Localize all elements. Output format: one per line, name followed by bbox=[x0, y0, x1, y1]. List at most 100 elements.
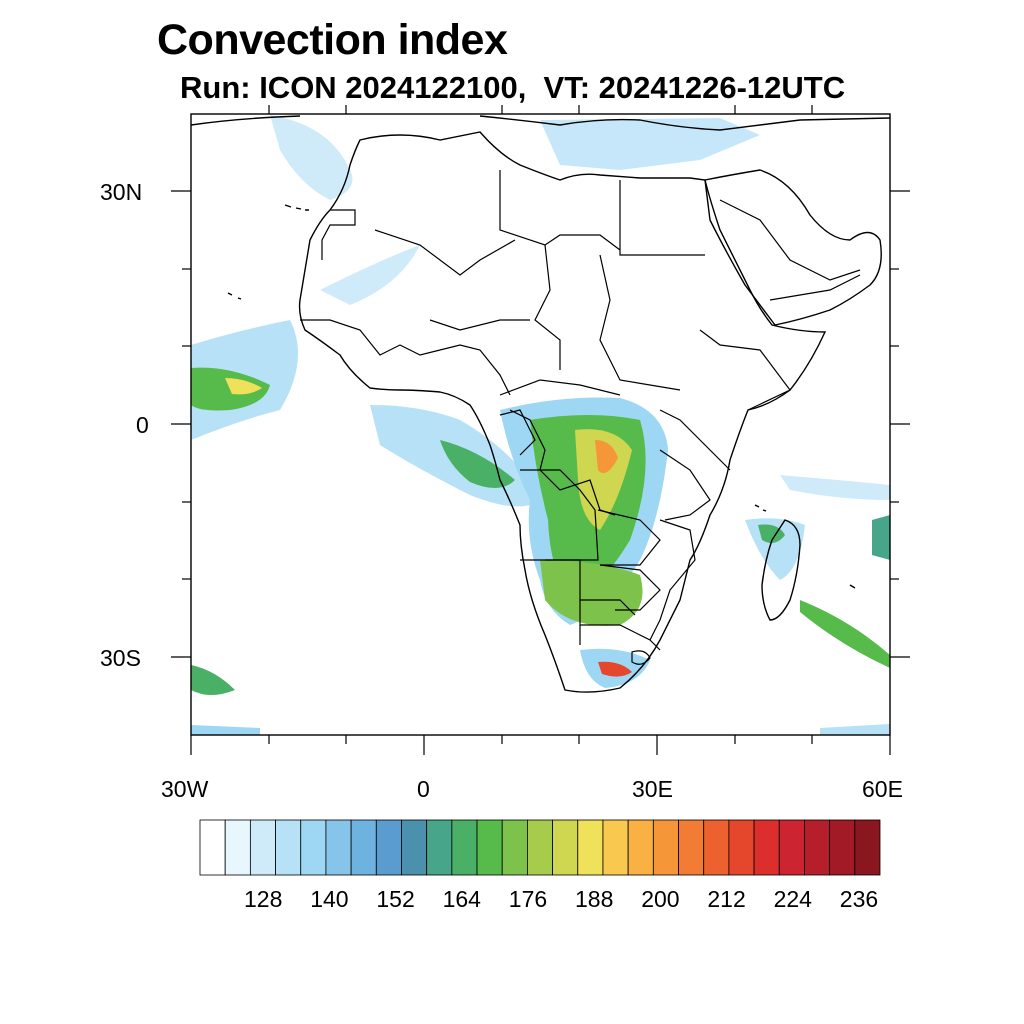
border-ethiopia bbox=[699, 329, 791, 411]
madagascar-coastline bbox=[761, 519, 801, 621]
shading-south-africa-hot bbox=[598, 661, 632, 677]
colorbar-label: 236 bbox=[839, 886, 879, 912]
border-cameroon-car bbox=[499, 379, 621, 396]
y-tick-label: 30N bbox=[100, 179, 143, 205]
colorbar-label: 188 bbox=[575, 886, 614, 912]
convection-shading bbox=[191, 115, 890, 735]
colorbar-box bbox=[703, 819, 730, 876]
colorbar-box bbox=[753, 819, 780, 876]
shading-mediterranean bbox=[540, 118, 760, 170]
colorbar-box bbox=[804, 819, 831, 876]
colorbar-box bbox=[249, 819, 276, 876]
border-chad bbox=[534, 244, 561, 370]
shading-central-warm bbox=[575, 429, 632, 530]
shading-central-hot bbox=[595, 440, 618, 474]
colorbar-box bbox=[224, 819, 251, 876]
border-lesotho bbox=[631, 650, 651, 665]
border-sudan bbox=[599, 254, 681, 391]
y-tick-label: 30S bbox=[100, 645, 141, 671]
border-angola bbox=[520, 469, 599, 561]
shading-east-indian bbox=[780, 475, 890, 500]
colorbar-box bbox=[678, 819, 705, 876]
border-congo bbox=[499, 409, 536, 456]
colorbar-box bbox=[728, 819, 755, 876]
x-tick-label: 30E bbox=[632, 776, 673, 802]
colorbar-box bbox=[451, 819, 478, 876]
border-mozambique bbox=[649, 519, 696, 641]
colorbar-box bbox=[854, 819, 881, 876]
colorbar-box bbox=[401, 819, 428, 876]
shading-mozambique-channel bbox=[800, 600, 890, 668]
shading-south-edge bbox=[191, 725, 260, 735]
colorbar-box bbox=[325, 819, 352, 876]
border-libya bbox=[499, 170, 621, 251]
colorbar-box bbox=[652, 819, 679, 876]
colorbar-box bbox=[552, 819, 579, 876]
colorbar-box bbox=[829, 819, 856, 876]
colorbar-label: 224 bbox=[773, 886, 812, 912]
shading-south-central bbox=[540, 560, 643, 626]
island-mascarene bbox=[849, 584, 856, 589]
shading-east-edge bbox=[872, 515, 890, 560]
colorbar-box bbox=[577, 819, 604, 876]
border-niger bbox=[429, 319, 530, 331]
shading-south-edge-east bbox=[820, 724, 890, 735]
border-yemen-oman bbox=[769, 274, 861, 301]
border-western-sahara bbox=[321, 209, 356, 260]
shading-north-atlantic bbox=[270, 115, 353, 200]
border-drc bbox=[509, 409, 616, 516]
border-zambia bbox=[597, 509, 661, 566]
colorbar-box bbox=[602, 819, 629, 876]
europe-coastline bbox=[191, 115, 890, 131]
chart-title: Convection index bbox=[157, 16, 508, 64]
colorbar-box bbox=[527, 819, 553, 876]
colorbar-label: 128 bbox=[244, 886, 283, 912]
colorbar-label: 152 bbox=[376, 886, 415, 912]
colorbar-label: 164 bbox=[442, 886, 481, 912]
axis-ticks bbox=[171, 105, 910, 755]
y-tick-label: 0 bbox=[136, 412, 149, 438]
border-west-africa bbox=[300, 319, 441, 356]
country-borders bbox=[300, 170, 861, 665]
x-tick-label: 0 bbox=[417, 776, 430, 802]
colorbar-label: 140 bbox=[310, 886, 349, 912]
colorbar-box bbox=[375, 819, 402, 876]
border-algeria-mali bbox=[374, 229, 516, 276]
colorbar-box bbox=[426, 819, 453, 876]
colorbar-box bbox=[350, 819, 377, 876]
colorbar-box bbox=[501, 819, 528, 876]
island-canary bbox=[284, 204, 309, 211]
border-egypt-sudan bbox=[619, 180, 705, 256]
border-south-africa bbox=[580, 624, 661, 651]
border-tanzania bbox=[659, 449, 711, 521]
shading-madagascar-core bbox=[758, 524, 785, 544]
island-comoros bbox=[754, 504, 767, 512]
shading-madagascar bbox=[745, 518, 805, 580]
island-capeverde bbox=[227, 292, 242, 300]
border-nigeria bbox=[439, 344, 511, 396]
colorbar-box bbox=[275, 819, 302, 876]
colorbar-box bbox=[199, 819, 226, 876]
colorbar-box bbox=[627, 819, 654, 876]
colorbar-box bbox=[476, 819, 503, 876]
shading-southwest bbox=[191, 665, 235, 695]
shading-west-atlantic-hot bbox=[225, 378, 262, 395]
colorbar bbox=[199, 819, 881, 876]
colorbar-label: 212 bbox=[707, 886, 746, 912]
colorbar-label: 200 bbox=[641, 886, 680, 912]
africa-coastline bbox=[298, 131, 827, 693]
arabia-coastline bbox=[704, 169, 882, 326]
x-tick-label: 30W bbox=[161, 776, 209, 802]
chart-subtitle: Run: ICON 2024122100, VT: 20241226-12UTC bbox=[180, 70, 846, 105]
coastlines bbox=[191, 115, 890, 693]
colorbar-box bbox=[300, 819, 327, 876]
x-tick-label: 60E bbox=[862, 776, 903, 802]
colorbar-box bbox=[778, 819, 805, 876]
colorbar-label: 176 bbox=[508, 886, 548, 912]
border-saudi bbox=[719, 199, 861, 281]
border-zimbabwe bbox=[599, 564, 661, 611]
shading-gulf-core bbox=[440, 440, 515, 489]
border-east-africa bbox=[659, 409, 731, 471]
shading-sahara-band bbox=[320, 245, 420, 305]
